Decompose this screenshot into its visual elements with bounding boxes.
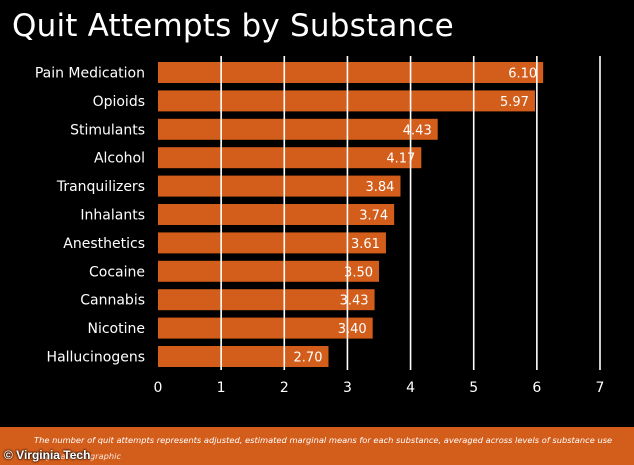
category-label: Pain Medication — [35, 66, 145, 82]
x-tick-label: 0 — [154, 380, 163, 396]
x-tick-label: 6 — [532, 380, 541, 396]
category-label: Anesthetics — [63, 236, 145, 252]
bar — [158, 232, 386, 254]
bar — [158, 90, 535, 112]
value-label: 6.10 — [508, 67, 537, 82]
chart-title: Quit Attempts by Substance — [12, 8, 454, 44]
bar — [158, 260, 379, 282]
category-label: Cannabis — [80, 293, 145, 309]
x-tick-label: 4 — [406, 380, 415, 396]
category-label: Inhalants — [80, 208, 145, 224]
bar — [158, 289, 375, 311]
category-label: Tranquilizers — [56, 179, 145, 195]
footer-credit: Virginia Tech graphic — [34, 451, 122, 461]
category-label: Cocaine — [89, 264, 145, 280]
category-label: Hallucinogens — [47, 350, 145, 366]
value-label: 3.50 — [344, 265, 373, 280]
watermark: © Virginia Tech — [4, 448, 91, 462]
x-tick-label: 1 — [217, 380, 226, 396]
bar — [158, 175, 401, 197]
bar — [158, 317, 373, 339]
x-tick-label: 7 — [596, 380, 605, 396]
x-tick-label: 3 — [343, 380, 352, 396]
value-label: 3.84 — [366, 180, 395, 195]
category-label: Nicotine — [88, 321, 146, 337]
value-label: 4.17 — [386, 152, 415, 167]
category-label: Opioids — [93, 94, 145, 110]
category-label: Stimulants — [70, 122, 145, 138]
value-label: 4.43 — [403, 123, 432, 138]
footer-note: The number of quit attempts represents a… — [34, 435, 613, 445]
bar — [158, 346, 329, 367]
value-label: 3.43 — [340, 294, 369, 309]
x-tick-label: 5 — [469, 380, 478, 396]
bar — [158, 62, 544, 83]
value-label: 2.70 — [294, 351, 323, 366]
x-tick-label: 2 — [280, 380, 289, 396]
bar — [158, 147, 422, 169]
value-label: 3.74 — [359, 209, 388, 224]
value-label: 3.61 — [351, 237, 380, 252]
footer-band: The number of quit attempts represents a… — [0, 427, 634, 465]
bar — [158, 118, 438, 140]
bar — [158, 204, 395, 225]
value-label: 3.40 — [338, 322, 367, 337]
value-label: 5.97 — [500, 95, 529, 110]
category-label: Alcohol — [94, 151, 145, 167]
